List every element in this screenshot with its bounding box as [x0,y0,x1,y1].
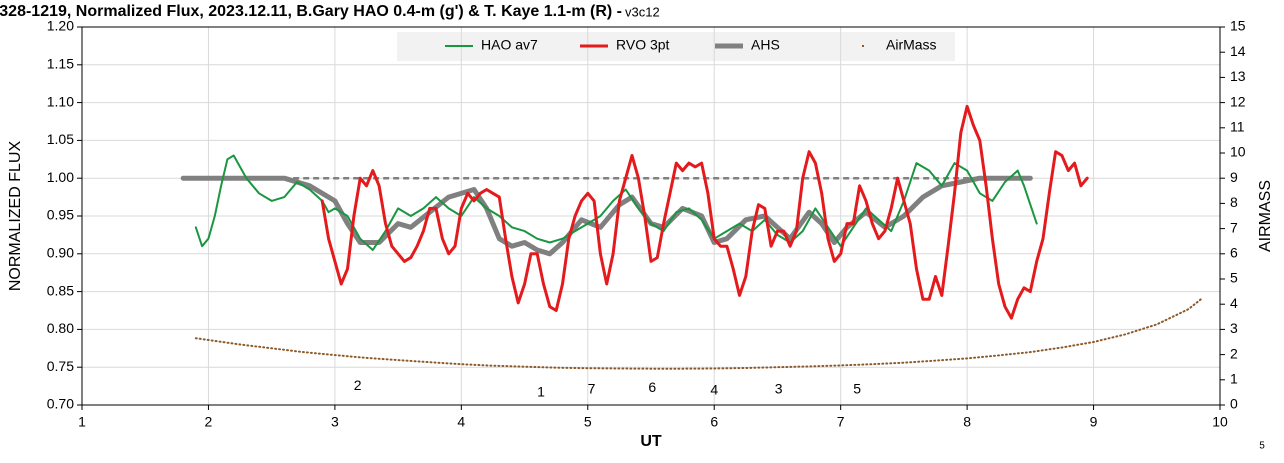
annotation: 4 [710,381,718,397]
y-axis-label: NORMALIZED FLUX [7,141,24,292]
y-tick-label: 0.80 [47,320,74,336]
x-tick-label: 9 [1090,414,1098,430]
y2-tick-label: 4 [1230,295,1238,311]
x-tick-label: 4 [457,414,465,430]
y2-tick-label: 12 [1230,93,1246,109]
y2-tick-label: 15 [1230,18,1246,34]
y2-tick-label: 7 [1230,219,1238,235]
series-line [194,154,1038,251]
legend-label: RVO 3pt [616,37,670,53]
x-tick-label: 5 [584,414,592,430]
y-tick-label: 1.10 [47,93,74,109]
y2-tick-label: 13 [1230,68,1246,84]
series-line [320,104,1089,320]
y2-tick-label: 9 [1230,169,1238,185]
y2-axis-label: AIRMASS [1257,180,1274,252]
y2-tick-label: 14 [1230,43,1246,59]
annotation: 7 [588,381,596,397]
x-axis-label: UT [640,433,662,450]
y-tick-label: 1.20 [47,18,74,34]
y2-tick-label: 0 [1230,396,1238,412]
y2-tick-label: 8 [1230,194,1238,210]
annotation: 1 [537,384,545,400]
y2-tick-label: 10 [1230,144,1246,160]
y-tick-label: 0.75 [47,358,74,374]
x-tick-label: 1 [78,414,86,430]
x-tick-label: 8 [963,414,971,430]
y2-tick-label: 11 [1230,119,1245,135]
annotation: 5 [853,381,861,397]
annotation: 6 [648,379,656,395]
legend-label: AHS [751,37,780,53]
y2-tick-label: 2 [1230,345,1238,361]
series-line [194,298,1202,370]
y-tick-label: 0.70 [47,396,74,412]
annotation: 3 [775,381,783,397]
y2-tick-label: 1 [1230,371,1238,387]
y-tick-label: 0.95 [47,207,74,223]
plot-frame [81,26,1221,406]
y-tick-label: 0.90 [47,245,74,261]
x-tick-label: 3 [331,414,339,430]
y-tick-label: 1.05 [47,131,74,147]
y2-tick-label: 3 [1230,320,1238,336]
y-tick-label: 0.85 [47,282,74,298]
version-note: v3c12 [625,4,660,19]
x-tick-label: 6 [710,414,718,430]
x-tick-label: 2 [205,414,213,430]
y-tick-label: 1.00 [47,169,74,185]
y-tick-label: 1.15 [47,56,74,72]
x-tick-label: 7 [837,414,845,430]
x-tick-label: 10 [1212,414,1228,430]
y2-tick-label: 5 [1230,270,1238,286]
footnote: 5 [1259,441,1265,452]
legend-label: AirMass [886,37,937,53]
legend-label: HAO av7 [481,37,538,53]
annotation: 2 [354,377,362,393]
chart-title: J0328-1219, Normalized Flux, 2023.12.11,… [0,3,622,20]
y2-tick-label: 6 [1230,245,1238,261]
